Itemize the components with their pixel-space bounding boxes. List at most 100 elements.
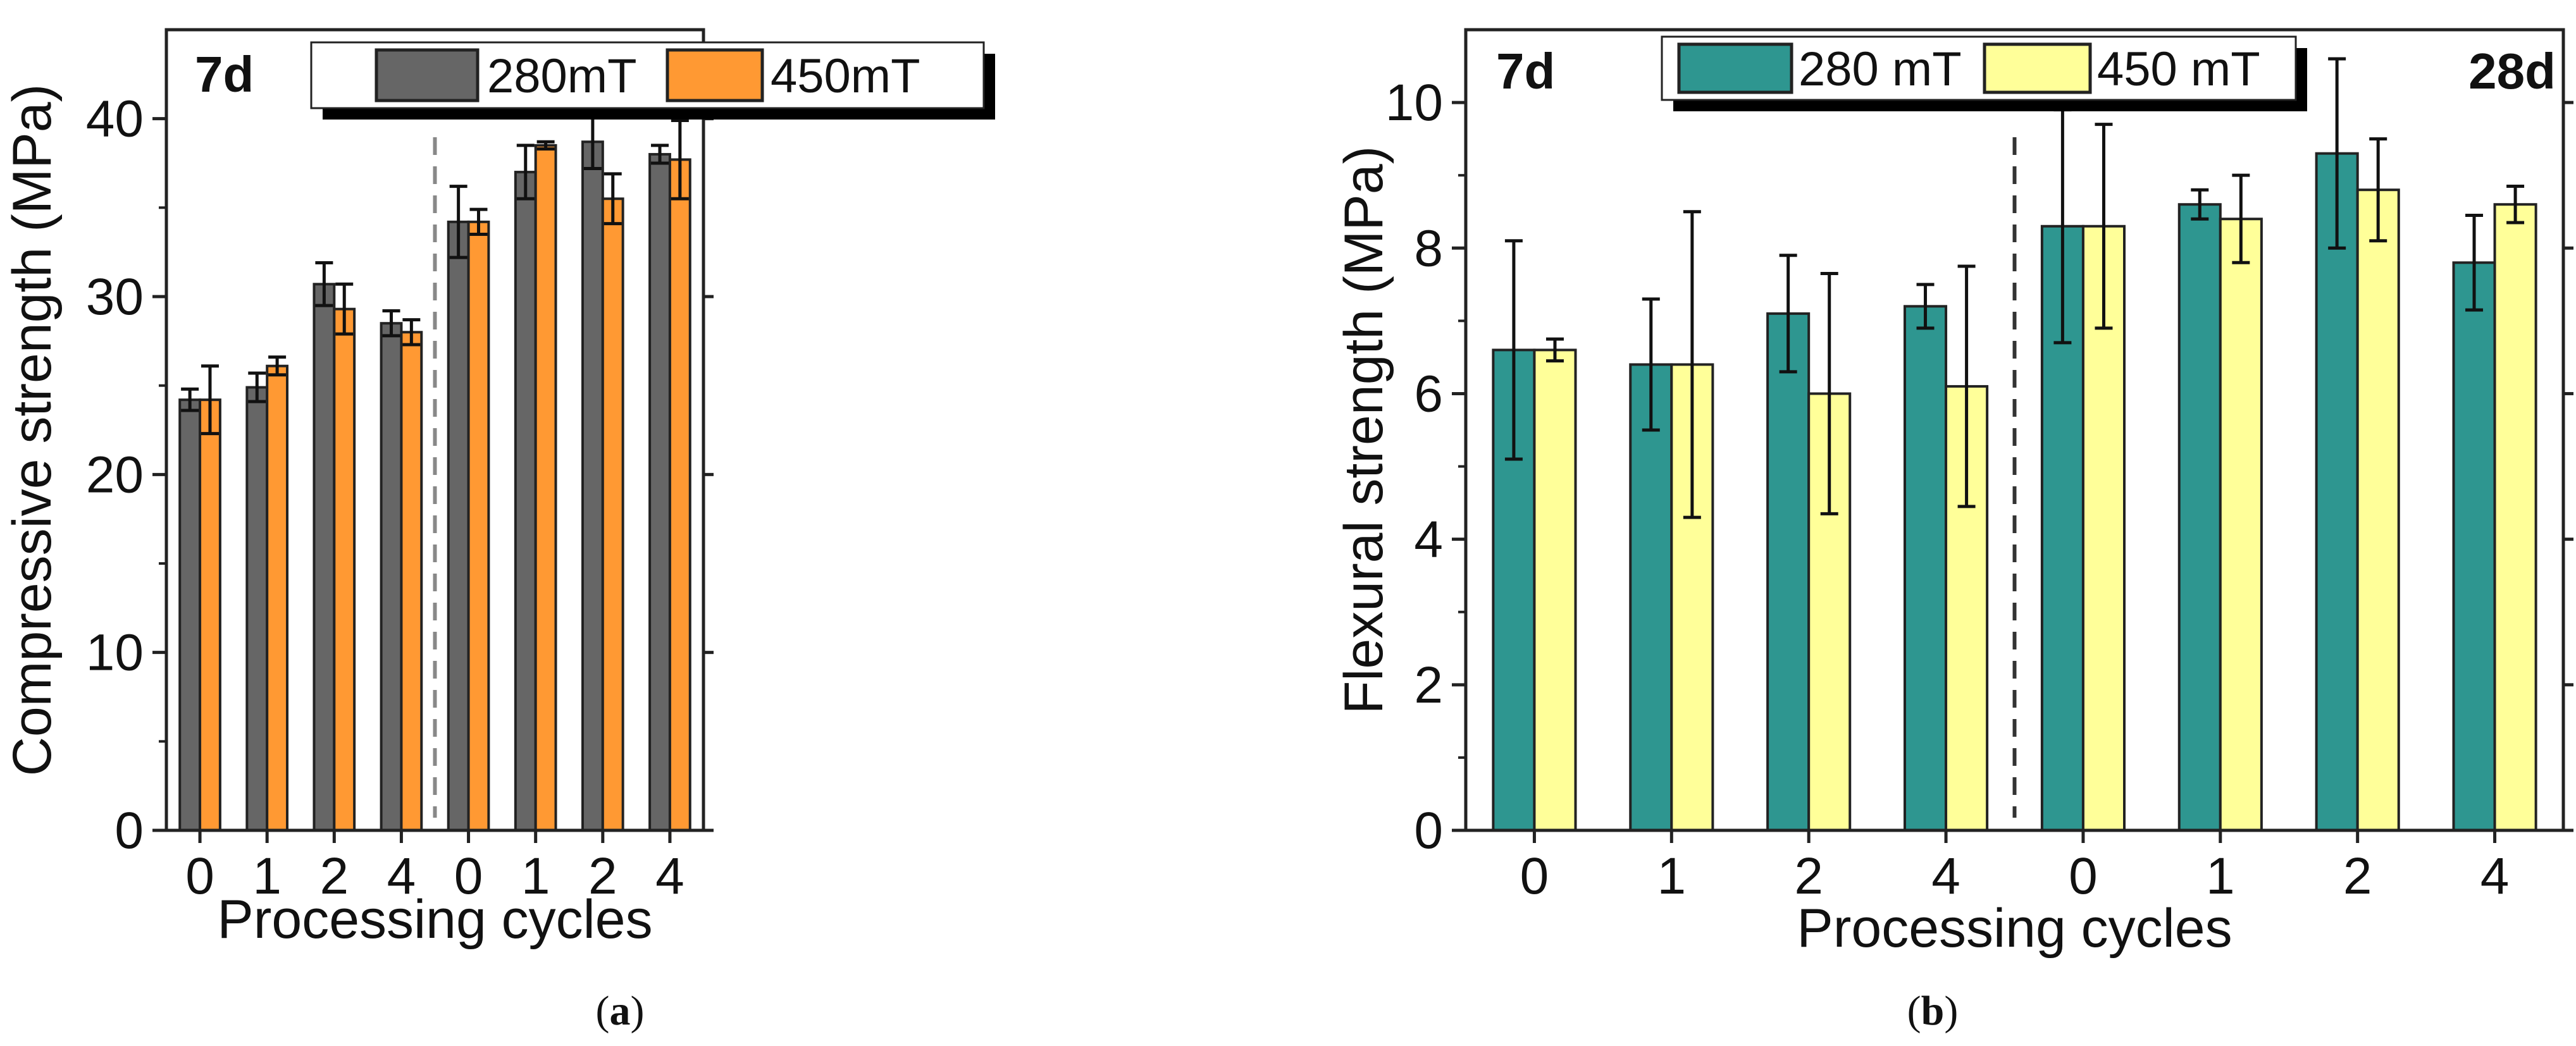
bar-280mT-6 <box>581 140 604 832</box>
legend-label: 450mT <box>771 49 920 103</box>
error-bar-450mT-3 <box>402 318 421 347</box>
x-axis-title: Processing cycles <box>1797 898 2232 959</box>
y-tick-label: 10 <box>86 624 144 682</box>
x-tick-label: 4 <box>2480 847 2510 905</box>
error-bar-280mT-0 <box>1504 239 1523 461</box>
bar-450mT-2 <box>333 307 356 832</box>
error-bar-450mT-4 <box>2095 123 2113 330</box>
plot-frame <box>164 28 705 832</box>
error-bar-450mT-7 <box>671 118 689 200</box>
bar-450mT-7 <box>668 158 691 832</box>
error-bar-280mT-0 <box>181 387 199 412</box>
bar-450mT-7 <box>2493 203 2537 832</box>
bar-280mT-6 <box>2315 152 2359 832</box>
x-tick-label: 4 <box>1931 847 1960 905</box>
x-tick-label: 2 <box>588 847 617 905</box>
bar-280mT-2 <box>1766 312 1811 832</box>
x-tick-label: 0 <box>185 847 214 905</box>
error-bar-450mT-0 <box>1545 337 1564 363</box>
error-bar-450mT-0 <box>201 364 219 436</box>
bar-280mT-3 <box>1904 305 1948 832</box>
x-tick-label: 1 <box>2206 847 2235 905</box>
bar-450mT-4 <box>467 220 490 832</box>
y-tick-label: 20 <box>86 446 144 503</box>
bar-280mT-5 <box>2177 203 2222 832</box>
legend-swatch <box>1983 42 2092 94</box>
y-tick-label: 30 <box>86 268 144 326</box>
bar-450mT-6 <box>601 197 624 832</box>
error-bar-280mT-2 <box>1779 254 1797 374</box>
bar-280mT-0 <box>178 398 202 832</box>
legend-label: 450 mT <box>2097 42 2260 96</box>
bar-450mT-6 <box>2356 188 2400 832</box>
error-bar-450mT-6 <box>2369 137 2387 243</box>
y-tick-label: 2 <box>1414 656 1443 714</box>
bar-450mT-5 <box>2219 218 2263 832</box>
legend-swatch <box>666 48 764 102</box>
legend: 280 mT 450 mT <box>1661 35 2307 111</box>
legend: 280mT 450mT <box>310 41 995 120</box>
x-tick-label: 1 <box>521 847 550 905</box>
error-bar-450mT-1 <box>268 355 287 377</box>
error-bar-450mT-2 <box>1820 272 1838 515</box>
error-bar-450mT-5 <box>2232 173 2250 264</box>
x-tick-label: 0 <box>454 847 483 905</box>
bar-280mT-7 <box>648 152 671 832</box>
error-bar-280mT-1 <box>248 371 266 403</box>
bar-280mT-1 <box>245 386 269 832</box>
y-tick-label: 0 <box>1414 802 1443 859</box>
group-tag-28d: 28d <box>2468 43 2556 99</box>
bar-450mT-3 <box>400 331 423 832</box>
plot-frame <box>1464 28 2565 832</box>
x-tick-label: 4 <box>387 847 416 905</box>
error-bar-280mT-2 <box>315 261 333 307</box>
y-tick-label: 0 <box>115 802 144 859</box>
error-bar-280mT-3 <box>382 309 400 338</box>
error-bar-450mT-7 <box>2506 184 2525 225</box>
error-bar-280mT-4 <box>449 185 468 259</box>
x-tick-label: 4 <box>655 847 684 905</box>
bar-280mT-1 <box>1629 363 1673 832</box>
error-bar-280mT-3 <box>1916 283 1935 330</box>
panel-caption: (a) <box>596 988 645 1034</box>
group-tag-7d: 7d <box>1496 43 1555 99</box>
legend-label: 280mT <box>487 49 637 103</box>
legend-label: 280 mT <box>1799 42 1962 96</box>
y-tick-label: 10 <box>1385 74 1443 132</box>
legend-swatch <box>375 48 480 102</box>
error-bar-280mT-5 <box>516 144 535 200</box>
group-tag-7d: 7d <box>195 46 254 102</box>
error-bar-450mT-1 <box>1683 210 1701 519</box>
error-bar-280mT-1 <box>1642 297 1660 432</box>
y-tick-label: 4 <box>1414 511 1443 569</box>
error-bar-450mT-6 <box>604 172 622 226</box>
bar-450mT-1 <box>1670 363 1714 832</box>
y-axis-title: Compressive strength (MPa) <box>2 84 63 776</box>
error-bar-450mT-5 <box>536 140 555 151</box>
bar-280mT-7 <box>2452 261 2496 832</box>
y-tick-label: 40 <box>86 90 144 148</box>
panel-caption: (b) <box>1907 988 1959 1034</box>
x-tick-label: 0 <box>1520 847 1549 905</box>
error-bar-450mT-3 <box>1957 264 1976 508</box>
x-axis-title: Processing cycles <box>217 889 652 950</box>
y-axis-title: Flexural strength (MPa) <box>1334 146 1394 715</box>
x-tick-label: 2 <box>320 847 349 905</box>
bar-450mT-0 <box>199 398 221 832</box>
x-tick-label: 1 <box>252 847 282 905</box>
error-bar-280mT-5 <box>2191 188 2209 221</box>
x-tick-label: 2 <box>1794 847 1823 905</box>
y-tick-label: 6 <box>1414 365 1443 422</box>
y-tick-label: 8 <box>1414 219 1443 277</box>
error-bar-450mT-4 <box>469 207 488 237</box>
bar-280mT-2 <box>313 283 336 832</box>
error-bar-280mT-6 <box>2328 57 2346 250</box>
bar-280mT-3 <box>380 322 403 832</box>
error-bar-450mT-2 <box>335 282 354 336</box>
error-bar-280mT-7 <box>651 144 669 165</box>
bar-280mT-5 <box>514 171 537 832</box>
x-tick-label: 0 <box>2069 847 2098 905</box>
